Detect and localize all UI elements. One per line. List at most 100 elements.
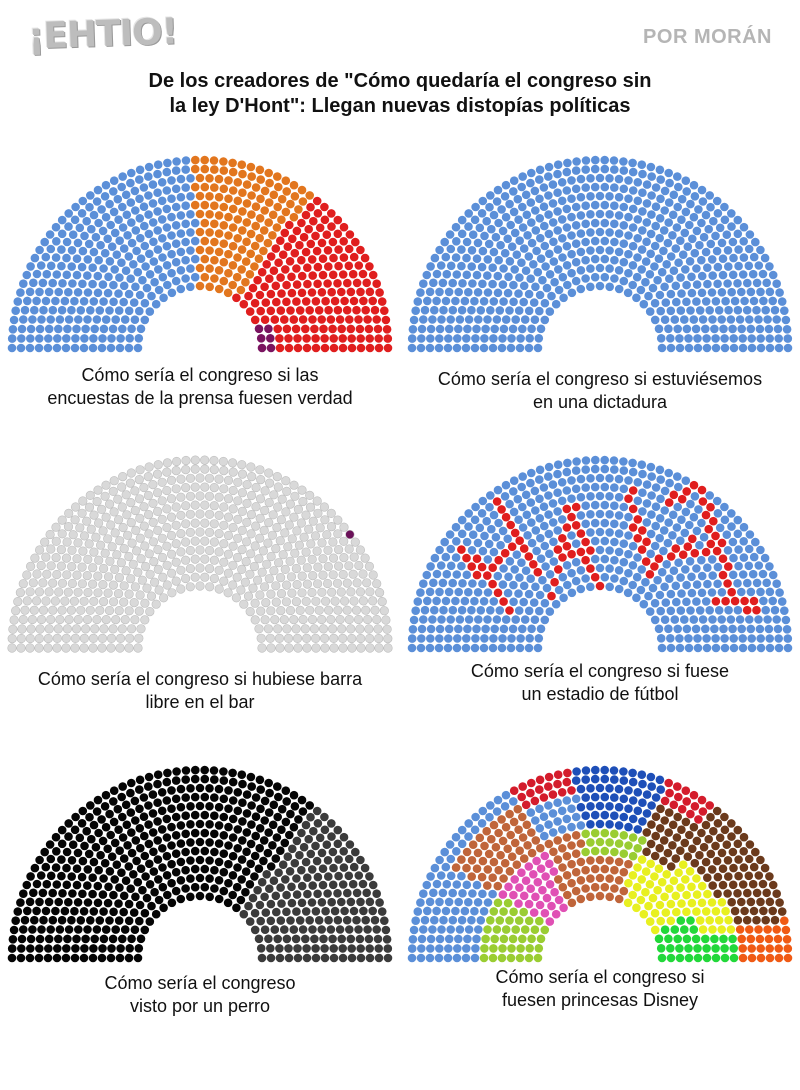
seat [163,158,172,168]
seat [527,324,536,334]
seat [619,776,629,785]
seat [333,279,342,288]
seat [287,882,296,892]
seat [282,280,291,290]
seat [519,544,529,553]
seat [571,466,581,475]
seat [483,555,493,564]
seat [747,953,757,963]
seat [590,218,600,228]
seat [660,892,669,902]
seat [176,802,186,812]
seat [35,287,44,297]
seat [409,615,419,625]
seat [351,237,360,247]
seat [673,202,682,212]
seat [315,833,325,843]
seat [435,634,444,643]
seat [285,605,296,616]
seat [477,509,487,518]
seat [526,478,535,488]
seat [758,269,768,279]
seat [638,526,647,535]
seat [432,569,442,579]
seat [167,176,176,185]
seat [232,272,242,282]
seat [320,643,330,653]
seat [668,210,678,220]
seat [20,305,30,315]
seat [524,552,534,561]
seat [64,925,74,934]
seat [443,643,453,653]
seat [40,537,50,547]
seat [245,917,255,926]
seat [358,269,368,279]
seat [150,577,160,587]
seat [745,840,755,849]
seat [77,819,87,828]
seat [268,231,277,240]
seat [247,782,256,791]
seat [416,343,426,353]
seat [581,829,590,839]
seat [167,231,176,240]
seat [209,482,219,493]
seat [545,880,555,889]
seat [335,315,345,324]
seat [673,782,682,791]
seat [313,562,323,572]
seat [448,915,458,925]
seat [246,529,256,539]
seat [78,196,88,206]
seat [641,867,651,876]
seat [209,555,219,565]
seat [724,562,733,571]
seat [701,597,711,606]
seat [470,296,479,306]
seat [362,578,372,588]
seat [365,587,375,597]
seat [746,934,756,944]
seat [110,528,120,538]
seat [486,801,495,810]
seat [153,798,162,807]
seat [507,852,517,861]
seat [708,315,717,324]
seat [138,885,147,895]
seat [223,549,233,559]
seat [590,828,600,838]
seat [659,856,668,866]
seat [134,606,144,616]
seat [557,806,567,816]
seat [754,561,764,570]
seat [134,474,144,485]
seat [292,580,302,590]
seat [494,828,503,838]
seat [619,794,629,804]
seat [162,241,172,251]
seat [782,325,792,334]
seat [745,925,754,934]
seat [99,264,108,273]
seat [242,828,252,837]
seat [728,880,738,890]
seat [463,934,472,944]
seat [723,546,733,555]
seat [581,793,590,802]
seat [417,624,427,634]
seat [770,605,780,615]
seat [98,280,108,289]
seat [134,944,144,953]
seat [290,248,300,258]
seat [124,252,134,261]
seat [171,484,181,494]
seat [633,234,642,243]
seat [619,484,629,494]
seat [347,334,357,343]
seat [344,544,354,554]
seat [461,343,471,353]
seat [540,615,550,625]
seat [298,614,308,625]
seat [676,916,686,925]
